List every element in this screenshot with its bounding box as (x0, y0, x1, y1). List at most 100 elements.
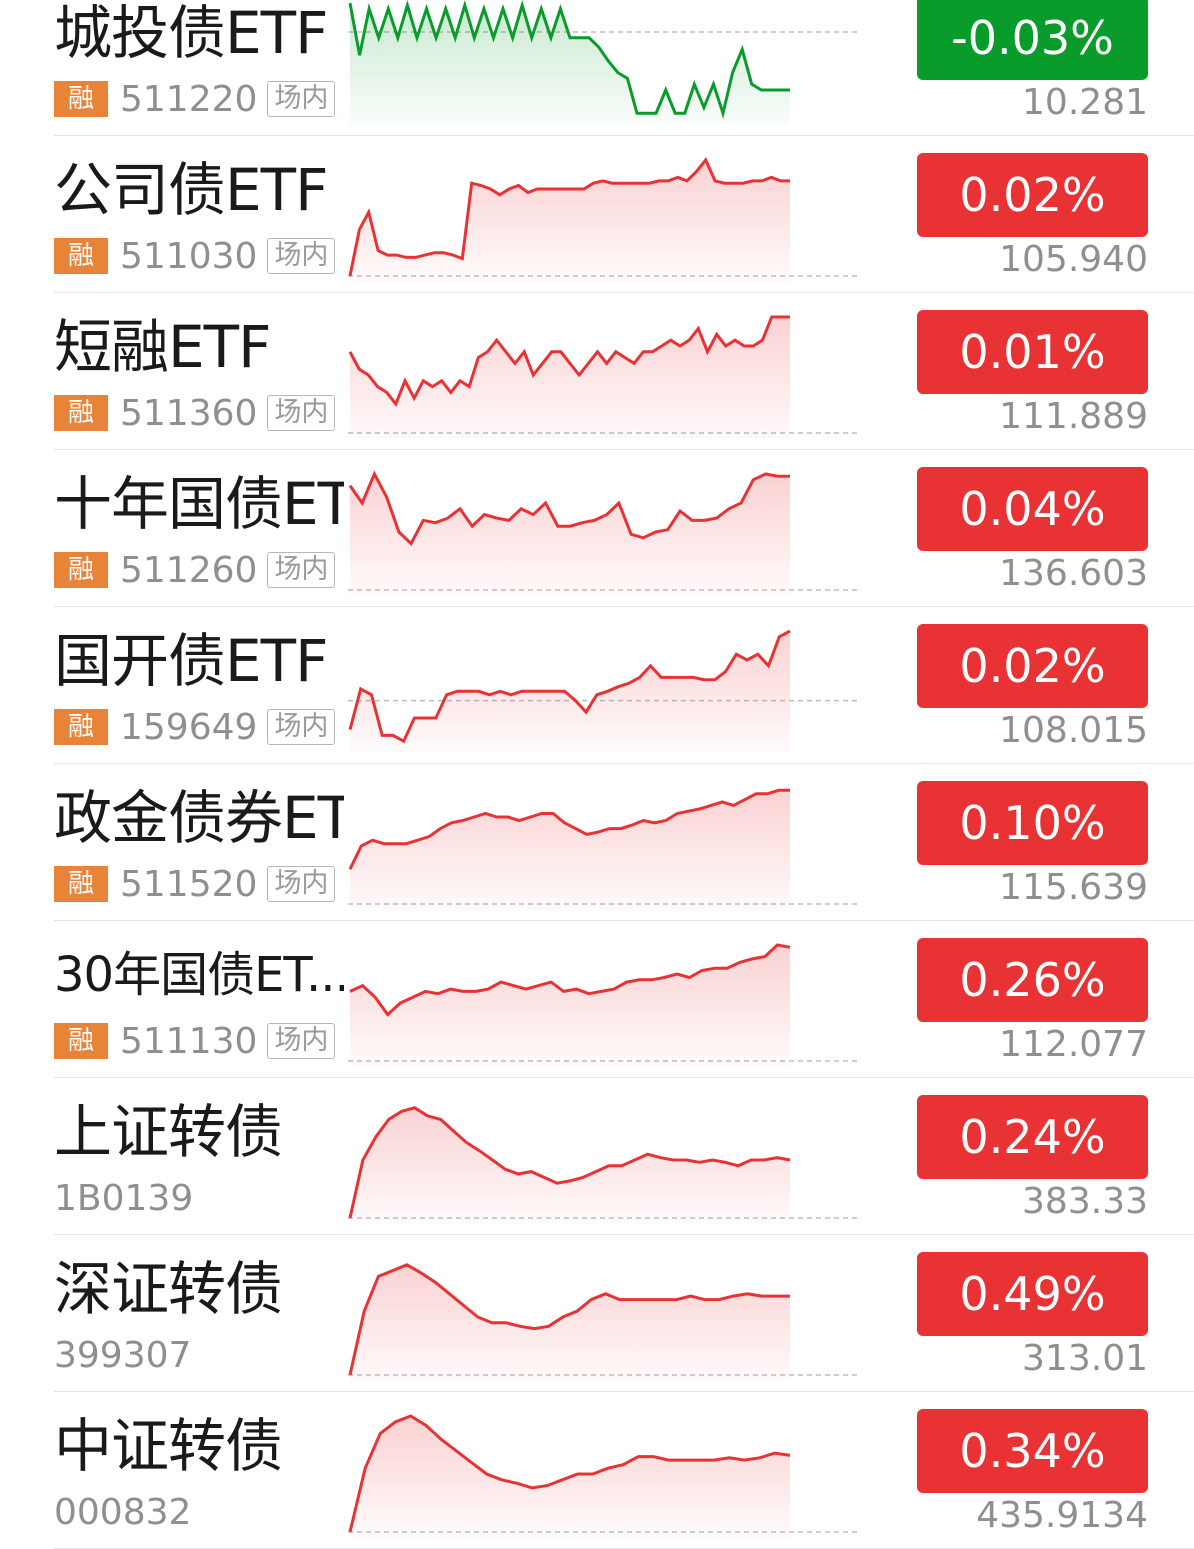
list-item[interactable]: 30年国债ET... 融 511130 场内 0.26% 112.077 (0, 921, 1194, 1078)
price-value: 136.603 (999, 553, 1148, 594)
fund-code: 1B0139 (54, 1177, 194, 1219)
fund-name: 公司债ETF (54, 158, 328, 222)
price-value: 435.9134 (976, 1495, 1148, 1536)
change-badge[interactable]: 0.01% (917, 310, 1148, 394)
price-value: 112.077 (999, 1024, 1148, 1065)
price-value: 111.889 (999, 396, 1148, 437)
intraday-sparkline (348, 1263, 860, 1381)
fund-meta: 融 159649 场内 (54, 706, 336, 748)
intraday-sparkline (348, 629, 860, 753)
list-item[interactable]: 短融ETF 融 511360 场内 0.01% 111.889 (0, 293, 1194, 450)
change-badge[interactable]: 0.26% (917, 938, 1148, 1022)
change-badge[interactable]: 0.04% (917, 467, 1148, 551)
sparkline-line (348, 157, 790, 277)
row-divider (54, 606, 1194, 607)
sparkline-line (348, 1414, 791, 1533)
fund-name: 政金债券ETF (54, 786, 344, 850)
market-badge: 场内 (267, 1023, 336, 1059)
change-badge[interactable]: -0.03% (917, 0, 1148, 80)
fund-meta: 融 511220 场内 (54, 79, 336, 120)
row-divider (54, 763, 1194, 764)
row-divider (54, 292, 1194, 293)
sparkline-area (350, 317, 790, 439)
fund-name: 城投债ETF (54, 1, 328, 65)
fund-meta: 融 511030 场内 (54, 235, 336, 277)
sparkline-line (348, 1263, 790, 1376)
fund-code: 511360 (120, 392, 258, 434)
list-item[interactable]: 上证转债 1B0139 0.24% 383.33 (0, 1078, 1194, 1235)
list-item[interactable]: 深证转债 399307 0.49% 313.01 (0, 1235, 1194, 1392)
price-value: 383.33 (1022, 1181, 1148, 1222)
sparkline-area (350, 3, 790, 125)
row-divider (54, 135, 1194, 136)
price-value: 108.015 (999, 710, 1148, 751)
row-divider (54, 920, 1194, 921)
fund-name: 中证转债 (54, 1414, 283, 1478)
fund-meta: 1B0139 (54, 1177, 194, 1219)
change-badge[interactable]: 0.10% (917, 781, 1148, 865)
fund-code: 511130 (120, 1020, 258, 1062)
change-badge[interactable]: 0.02% (917, 153, 1148, 237)
sparkline-line (348, 788, 790, 870)
sparkline-line (348, 0, 790, 119)
intraday-sparkline (348, 0, 860, 125)
market-badge: 场内 (267, 866, 336, 902)
row-divider (54, 449, 1194, 450)
fund-code: 511520 (120, 863, 258, 905)
sparkline-area (350, 790, 790, 910)
margin-badge: 融 (54, 238, 108, 274)
fund-code: 000832 (54, 1491, 192, 1533)
sparkline-area (350, 1264, 790, 1381)
fund-meta: 融 511520 场内 (54, 863, 336, 905)
fund-meta: 融 511260 场内 (54, 549, 336, 591)
sparkline-area (350, 474, 790, 596)
change-badge[interactable]: 0.24% (917, 1095, 1148, 1179)
intraday-sparkline (348, 315, 860, 439)
fund-code: 511030 (120, 235, 258, 277)
row-divider (54, 1391, 1194, 1392)
fund-name: 深证转债 (54, 1257, 283, 1321)
margin-badge: 融 (54, 395, 108, 431)
fund-meta: 000832 (54, 1491, 192, 1533)
fund-code: 159649 (120, 706, 258, 748)
change-badge[interactable]: 0.34% (917, 1409, 1148, 1493)
sparkline-line (348, 1106, 791, 1219)
market-badge: 场内 (267, 709, 336, 745)
margin-badge: 融 (54, 1023, 108, 1059)
market-badge: 场内 (267, 238, 336, 274)
price-value: 313.01 (1022, 1338, 1148, 1379)
fund-name: 30年国债ET... (54, 947, 344, 1003)
list-item[interactable]: 公司债ETF 融 511030 场内 0.02% 105.940 (0, 136, 1194, 293)
price-value: 10.281 (1022, 82, 1148, 123)
intraday-sparkline (348, 157, 860, 282)
row-divider (54, 1077, 1194, 1078)
sparkline-line (348, 629, 791, 744)
market-badge: 场内 (267, 395, 336, 431)
intraday-sparkline (348, 1106, 860, 1224)
sparkline-area (350, 160, 790, 282)
fund-name: 十年国债ETF (54, 472, 344, 536)
fund-meta: 融 511130 场内 (54, 1020, 336, 1062)
sparkline-line (348, 470, 790, 547)
market-badge: 场内 (267, 552, 336, 588)
fund-name: 上证转债 (54, 1100, 283, 1164)
sparkline-area (350, 1107, 790, 1224)
sparkline-line (348, 315, 790, 407)
intraday-sparkline (348, 943, 860, 1067)
sparkline-area (350, 631, 790, 753)
list-item[interactable]: 国开债ETF 融 159649 场内 0.02% 108.015 (0, 607, 1194, 764)
sparkline-area (350, 945, 790, 1067)
intraday-sparkline (348, 788, 860, 910)
list-item[interactable]: 城投债ETF 融 511220 场内 -0.03% 10.281 (0, 0, 1194, 136)
fund-meta: 399307 (54, 1334, 192, 1376)
margin-badge: 融 (54, 552, 108, 588)
fund-code: 399307 (54, 1334, 192, 1376)
list-item[interactable]: 中证转债 000832 0.34% 435.9134 (0, 1392, 1194, 1549)
margin-badge: 融 (54, 866, 108, 902)
change-badge[interactable]: 0.02% (917, 624, 1148, 708)
fund-code: 511260 (120, 549, 258, 591)
change-badge[interactable]: 0.49% (917, 1252, 1148, 1336)
